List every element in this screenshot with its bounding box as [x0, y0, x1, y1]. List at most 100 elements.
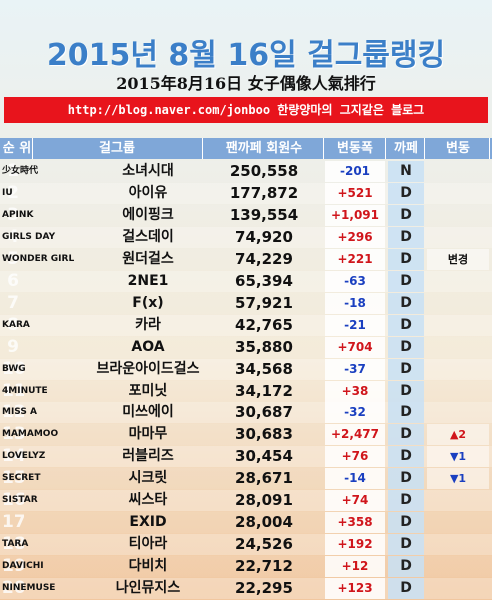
table-row: 3 APINK 에이핑크 139,554 +1,091 D [0, 204, 492, 226]
cafe-type: D [388, 314, 424, 336]
group-name: 미쓰에이 [122, 404, 174, 421]
table-row: 10 BWG 브라운아이드걸스 34,568 -37 D [0, 358, 492, 380]
table-row: 11 4MINUTE 포미닛 34,172 +38 D [0, 380, 492, 402]
group-name: 카라 [135, 316, 161, 333]
member-count: 65,394 [235, 271, 293, 290]
group-name: 마마무 [128, 426, 168, 443]
english-name: BWG [2, 363, 26, 374]
table-row: 19 DAVICHI 다비치 22,712 +12 D [0, 556, 492, 578]
english-name: MAMAMOO [2, 429, 59, 440]
member-change: +74 [325, 490, 385, 512]
column-header: 변동폭 [325, 138, 386, 159]
cafe-type: D [388, 292, 424, 314]
member-count: 34,172 [235, 381, 293, 400]
member-count: 30,683 [235, 425, 293, 444]
rank: 14 [2, 446, 24, 467]
english-name: 少女時代 [2, 166, 39, 176]
member-change: +2,477 [325, 424, 385, 446]
table-row: 16 SISTAR 씨스타 28,091 +74 D [0, 490, 492, 512]
rank: 17 [2, 512, 24, 533]
member-change: +704 [325, 336, 385, 358]
member-change: -37 [325, 358, 385, 380]
table-row: 12 MISS A 미쓰에이 30,687 -32 D [0, 402, 492, 424]
group-name: 소녀시대 [122, 163, 174, 179]
english-name: APINK [2, 209, 34, 220]
member-count: 74,920 [235, 227, 293, 246]
member-change: +12 [325, 556, 385, 578]
table-row: 5 WONDER GIRL 원더걸스 74,229 +221 D 변경 [0, 248, 492, 270]
member-change: +192 [325, 534, 385, 556]
rank: 19 [2, 556, 24, 577]
cafe-type: D [388, 336, 424, 358]
group-name: 나인뮤지스 [115, 580, 181, 597]
member-change: -18 [325, 292, 385, 314]
banner: http://blog.naver.com/jonboo 한량양마의 그지같은 … [4, 97, 488, 123]
member-count: 24,526 [235, 535, 293, 554]
group-name: 포미닛 [128, 382, 168, 399]
member-count: 57,921 [235, 293, 293, 312]
group-name: AOA [131, 338, 165, 355]
group-name: 씨스타 [128, 492, 168, 509]
rank: 10 [2, 358, 24, 379]
member-change: +521 [325, 182, 385, 204]
english-name: DAVICHI [2, 561, 44, 572]
title: 2015년 8월 16일 걸그룹랭킹 [46, 38, 446, 73]
rank: 5 [7, 248, 19, 269]
group-name: 티아라 [128, 536, 168, 553]
member-change: -14 [325, 468, 385, 490]
rank: 4 [7, 226, 19, 247]
member-change: +221 [325, 248, 385, 270]
member-change: +123 [325, 578, 385, 600]
english-name: WONDER GIRL [2, 253, 75, 264]
member-count: 139,554 [229, 205, 299, 224]
member-change: +76 [325, 446, 385, 468]
cafe-type: D [388, 270, 424, 292]
member-count: 30,687 [235, 403, 293, 422]
cafe-type: D [388, 490, 424, 512]
member-count: 42,765 [235, 315, 293, 334]
member-count: 35,880 [235, 337, 293, 356]
group-name: 아이유 [128, 184, 168, 201]
english-name: TARA [2, 539, 29, 550]
member-count: 22,295 [235, 579, 293, 598]
table-row: 17 EXID 28,004 +358 D [0, 512, 492, 534]
member-change: -201 [325, 161, 385, 182]
english-name: LOVELYZ [2, 451, 46, 462]
english-name: SECRET [2, 473, 41, 484]
cafe-type: D [388, 358, 424, 380]
member-count: 250,558 [229, 162, 299, 180]
member-count: 74,229 [235, 249, 293, 268]
group-name: 2NE1 [127, 272, 169, 289]
cafe-type: D [388, 226, 424, 248]
rank: 15 [2, 468, 24, 489]
cafe-type: D [388, 380, 424, 402]
rank: 12 [2, 402, 24, 423]
member-count: 28,091 [235, 491, 293, 510]
table-row: 18 TARA 티아라 24,526 +192 D [0, 534, 492, 556]
table-row: 13 MAMAMOO 마마무 30,683 +2,477 D ▲2 [0, 424, 492, 446]
cafe-type: D [388, 468, 424, 490]
group-name: 브라운아이드걸스 [96, 360, 200, 377]
english-name: SISTAR [2, 495, 38, 506]
member-count: 22,712 [235, 557, 293, 576]
member-count: 28,671 [235, 469, 293, 488]
member-change: +38 [325, 380, 385, 402]
group-name: F(x) [132, 294, 164, 311]
member-change: +358 [325, 512, 385, 534]
rank: 20 [2, 578, 24, 599]
member-count: 28,004 [235, 513, 293, 532]
cafe-type: D [388, 534, 424, 556]
rank: 9 [7, 336, 19, 357]
column-header: 순 위 [2, 138, 33, 159]
cafe-type: D [388, 446, 424, 468]
cafe-type: D [388, 424, 424, 446]
english-name: IU [2, 187, 13, 198]
rank: 6 [7, 270, 19, 291]
rank: 3 [7, 204, 19, 225]
member-count: 177,872 [229, 183, 299, 202]
rank: 7 [7, 292, 19, 313]
cafe-type: D [388, 248, 424, 270]
rank: 8 [7, 314, 19, 335]
header-row: 순 위 걸그룹 팬까페 회원수 변동폭 까페 변동 [0, 138, 492, 159]
